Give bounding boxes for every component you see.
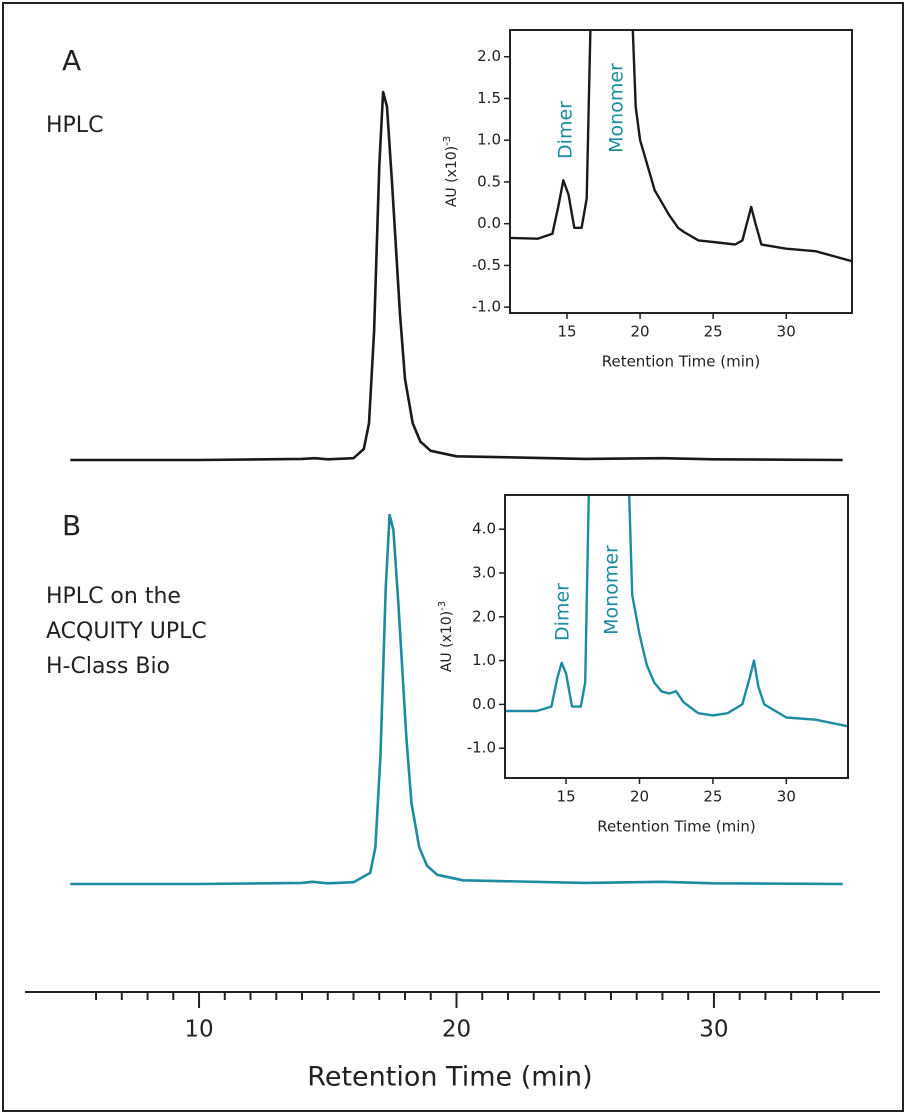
panel-label: B (62, 509, 81, 542)
x-tick-label: 20 (630, 788, 649, 806)
annotation: Dimer (552, 583, 574, 641)
y-axis-title-text: AU (x10) (444, 146, 460, 207)
inset-frame (509, 29, 853, 314)
annotation: Monomer (601, 545, 623, 635)
y-tick-label: 0.0 (472, 695, 496, 713)
trace (70, 90, 843, 462)
y-tick-label: -1.0 (467, 739, 496, 757)
trace (510, 30, 852, 263)
panel-name: HPLC on the (46, 584, 181, 609)
x-axis-title: Retention Time (min) (602, 353, 761, 371)
annotation: Monomer (606, 63, 628, 153)
x-tick-label: 25 (704, 323, 723, 341)
y-tick-label: 3.0 (472, 563, 496, 581)
x-tick-label: 20 (442, 1017, 471, 1043)
inset-background (510, 30, 852, 313)
x-tick-label: 25 (703, 788, 722, 806)
y-tick-label: 0.5 (477, 172, 501, 190)
y-tick-label: 4.0 (472, 520, 496, 538)
x-tick-label: 30 (777, 788, 796, 806)
y-axis-title-exponent: -3 (442, 136, 453, 146)
y-tick-label: 1.0 (477, 131, 501, 149)
y-tick-label: 1.0 (472, 651, 496, 669)
y-tick-label: 0.0 (477, 214, 501, 232)
y-axis-title: AU (x10)-3 (437, 601, 455, 672)
inset-background (505, 495, 848, 778)
y-tick-label: 1.5 (477, 89, 501, 107)
trace (505, 495, 848, 728)
annotation: Dimer (555, 101, 577, 159)
y-tick-label: -0.5 (472, 256, 501, 274)
x-tick-label: 30 (777, 323, 796, 341)
y-axis-title-exponent: -3 (437, 601, 448, 611)
x-axis-title: Retention Time (min) (307, 1062, 592, 1093)
panel-label: A (62, 44, 81, 77)
y-tick-label: -1.0 (472, 298, 501, 316)
panel-name: ACQUITY UPLC (46, 619, 207, 644)
y-axis-title: AU (x10)-3 (442, 136, 460, 207)
x-tick-label: 15 (557, 788, 576, 806)
x-tick-label: 20 (631, 323, 650, 341)
inset-frame (504, 494, 849, 779)
panel-name: H-Class Bio (46, 654, 170, 679)
x-tick-label: 30 (699, 1017, 728, 1043)
x-axis-title: Retention Time (min) (597, 818, 756, 836)
y-tick-label: 2.0 (477, 47, 501, 65)
trace (70, 513, 843, 886)
x-tick-label: 10 (184, 1017, 213, 1043)
x-tick-label: 15 (557, 323, 576, 341)
y-axis-title-text: AU (x10) (439, 611, 455, 672)
panel-name: HPLC (46, 113, 103, 138)
y-tick-label: 2.0 (472, 607, 496, 625)
